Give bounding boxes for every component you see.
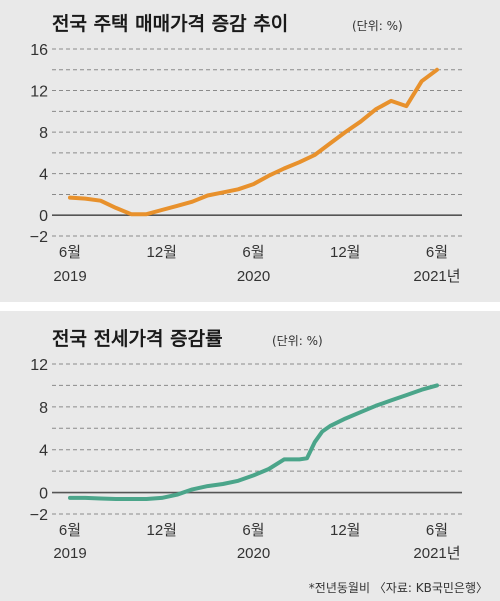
chart2-ytick-label: 8 [39, 400, 48, 417]
chart1-xtick-year-label: 2019 [53, 268, 86, 285]
chart2-xtick-label: 6월 [426, 522, 448, 539]
footnote: *전년동월비 〈자료: KB국민은행〉 [309, 580, 488, 595]
chart1-ytick-label: 8 [39, 125, 48, 142]
chart1-ytick-label: 0 [39, 208, 48, 225]
chart1-series-line [68, 67, 439, 217]
chart2-xtick-label: 6월 [59, 522, 81, 539]
chart1-xtick-label: 12월 [147, 244, 178, 261]
chart1-xtick-label: 6월 [59, 244, 81, 261]
chart1-ytick-label: 12 [30, 84, 48, 101]
chart2-xtick-year-label: 2020 [237, 545, 270, 562]
chart1-unit-label: (단위: %) [352, 19, 403, 33]
chart1-xtick-label: 6월 [242, 244, 264, 261]
chart1-xtick-year-label: 2020 [237, 268, 270, 285]
chart1-ytick-label: 4 [39, 167, 48, 184]
chart1-ytick-label: 16 [30, 42, 48, 59]
chart2-unit-label: (단위: %) [272, 334, 323, 348]
chart2-title: 전국 전세가격 증감률 [52, 328, 223, 350]
chart2-xtick-year-label: 2021년 [413, 545, 460, 562]
chart2-xtick-label: 12월 [330, 522, 361, 539]
chart2-xtick-year-label: 2019 [53, 545, 86, 562]
chart2-ytick-label: −2 [30, 507, 48, 524]
chart2-xtick-label: 12월 [147, 522, 178, 539]
chart1-xtick-label: 6월 [426, 244, 448, 261]
chart1-title: 전국 주택 매매가격 증감 추이 [52, 13, 288, 35]
chart2-series-line [68, 383, 439, 501]
chart2-ytick-label: 12 [30, 357, 48, 374]
chart2-ytick-label: 0 [39, 486, 48, 503]
chart1-ytick-label: −2 [30, 229, 48, 246]
chart1-xtick-year-label: 2021년 [413, 268, 460, 285]
panel-separator [0, 302, 500, 311]
chart2-ytick-label: 4 [39, 443, 48, 460]
chart1-xtick-label: 12월 [330, 244, 361, 261]
chart2-xtick-label: 6월 [242, 522, 264, 539]
